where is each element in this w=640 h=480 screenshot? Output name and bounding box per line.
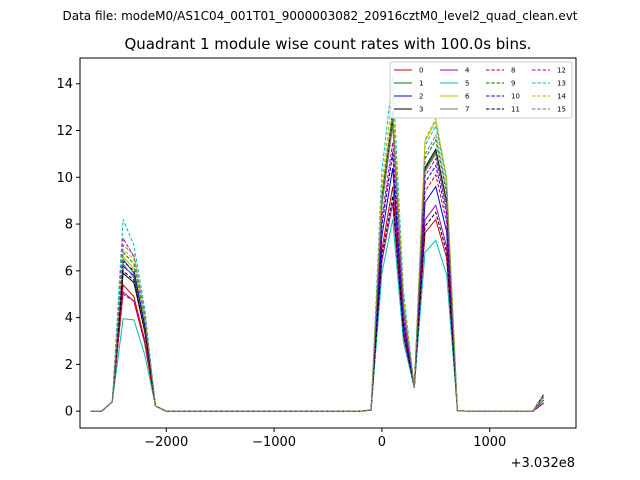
plot-area bbox=[80, 58, 576, 428]
y-tick-label: 12 bbox=[56, 124, 73, 139]
legend-label-15: 15 bbox=[557, 106, 566, 114]
legend-label-9: 9 bbox=[511, 80, 515, 88]
y-tick-label: 8 bbox=[65, 218, 73, 233]
x-tick-label: −2000 bbox=[144, 435, 188, 450]
y-tick-label: 6 bbox=[65, 264, 73, 279]
legend-label-3: 3 bbox=[419, 106, 423, 114]
legend-label-14: 14 bbox=[557, 93, 566, 101]
y-tick-label: 4 bbox=[65, 311, 73, 326]
legend-box bbox=[389, 61, 573, 119]
legend-label-6: 6 bbox=[465, 93, 470, 101]
x-tick-label: 0 bbox=[378, 435, 386, 450]
x-tick-label: 1000 bbox=[473, 435, 506, 450]
legend-label-12: 12 bbox=[557, 67, 566, 75]
legend-label-13: 13 bbox=[557, 80, 566, 88]
y-tick-label: 10 bbox=[56, 171, 73, 186]
x-tick-label: −1000 bbox=[252, 435, 296, 450]
legend-label-7: 7 bbox=[465, 106, 469, 114]
legend-label-8: 8 bbox=[511, 67, 515, 75]
series-layer bbox=[90, 76, 545, 412]
legend-label-0: 0 bbox=[419, 67, 423, 75]
legend-label-2: 2 bbox=[419, 93, 423, 101]
y-axis: 0 2 4 6 8 10 12 14 bbox=[56, 77, 80, 420]
legend-label-1: 1 bbox=[419, 80, 423, 88]
x-offset-label: +3.032e8 bbox=[511, 456, 575, 471]
y-tick-label: 14 bbox=[56, 77, 73, 92]
plot-frame bbox=[79, 57, 577, 429]
y-tick-label: 0 bbox=[65, 405, 73, 420]
legend-label-11: 11 bbox=[511, 106, 520, 114]
legend-label-5: 5 bbox=[465, 80, 469, 88]
legend-label-10: 10 bbox=[511, 93, 520, 101]
chart-title: Quadrant 1 module wise count rates with … bbox=[124, 35, 531, 53]
series-line-15 bbox=[90, 116, 545, 412]
y-tick-label: 2 bbox=[65, 358, 73, 373]
legend-label-4: 4 bbox=[465, 67, 470, 75]
suptitle: Data file: modeM0/AS1C04_001T01_90000030… bbox=[62, 9, 577, 23]
x-axis: −2000 −1000 0 1000 bbox=[144, 428, 506, 450]
